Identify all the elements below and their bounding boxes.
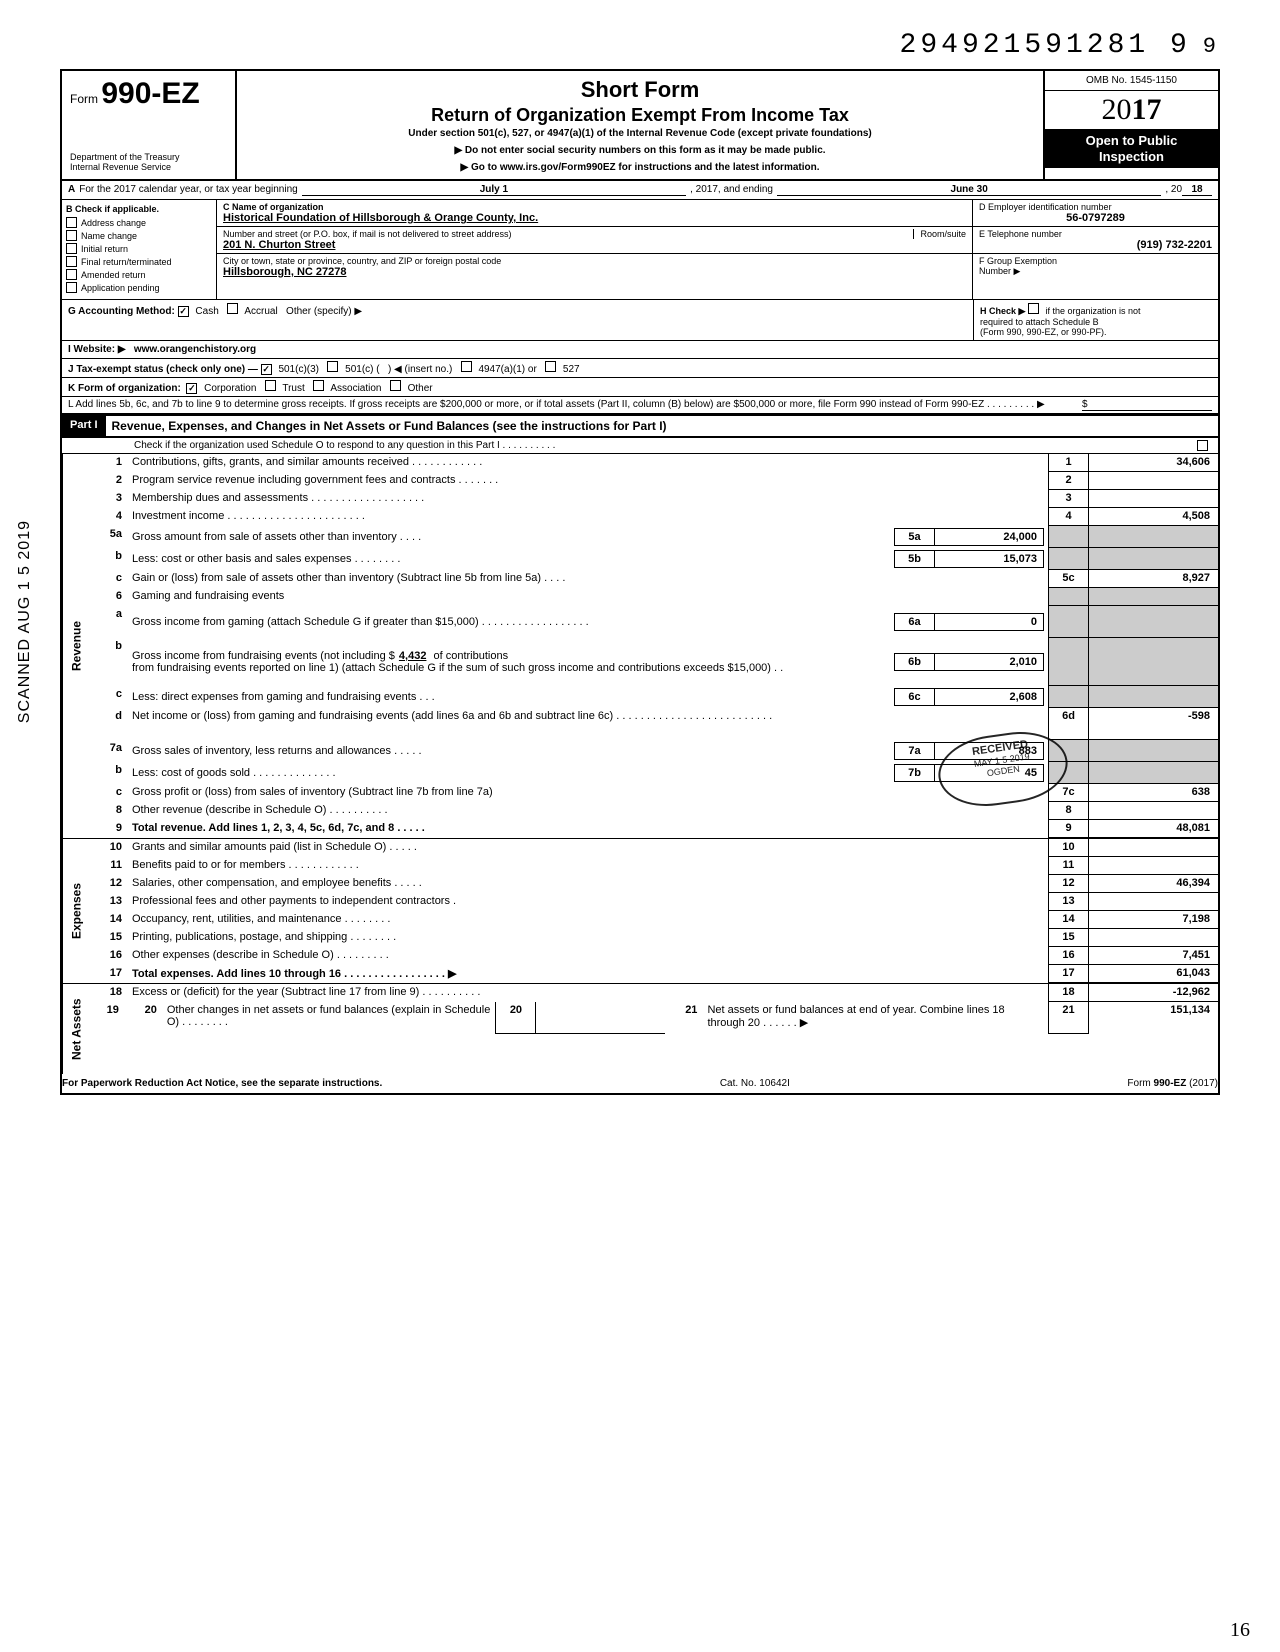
side-net-assets: Net Assets (62, 984, 90, 1074)
tax-year: 2017 (1045, 91, 1218, 129)
chk-cash[interactable] (178, 306, 189, 317)
chk-name-change[interactable] (66, 230, 77, 241)
side-revenue: Revenue (62, 454, 90, 838)
chk-association[interactable] (313, 380, 324, 391)
side-expenses: Expenses (62, 839, 90, 983)
handwritten-page-number: 16 (1230, 1619, 1250, 1642)
chk-501c[interactable] (327, 361, 338, 372)
chk-final-return[interactable] (66, 256, 77, 267)
chk-address-change[interactable] (66, 217, 77, 228)
row-l-gross-receipts: L Add lines 5b, 6c, and 7b to line 9 to … (60, 397, 1220, 415)
chk-initial-return[interactable] (66, 243, 77, 254)
org-city: Hillsborough, NC 27278 (223, 266, 346, 278)
form-title-short: Short Form (247, 77, 1033, 103)
chk-4947[interactable] (461, 361, 472, 372)
chk-trust[interactable] (265, 380, 276, 391)
document-locator-number: 294921591281 99 (60, 30, 1220, 61)
row-a-tax-year: A For the 2017 calendar year, or tax yea… (60, 181, 1220, 200)
chk-amended-return[interactable] (66, 269, 77, 280)
chk-527[interactable] (545, 361, 556, 372)
row-j-exempt-status: J Tax-exempt status (check only one) — 5… (60, 359, 1220, 378)
telephone: (919) 732-2201 (979, 239, 1212, 251)
org-name: Historical Foundation of Hillsborough & … (223, 212, 538, 224)
form-header: Form 990-EZ Department of the TreasuryIn… (60, 69, 1220, 181)
chk-501c3[interactable] (261, 364, 272, 375)
row-i-website: I Website: ▶ www.orangenchistory.org (60, 341, 1220, 359)
col-b-checkboxes: B Check if applicable. Address change Na… (62, 200, 217, 299)
ein: 56-0797289 (979, 212, 1212, 224)
part-1-check: Check if the organization used Schedule … (60, 438, 1220, 454)
chk-corporation[interactable] (186, 383, 197, 394)
part-1-header: Part I Revenue, Expenses, and Changes in… (60, 415, 1220, 438)
org-street: 201 N. Churton Street (223, 239, 335, 251)
chk-schedule-o-part1[interactable] (1197, 440, 1208, 451)
row-k-org-form: K Form of organization: Corporation Trus… (60, 378, 1220, 397)
public-inspection-badge: Open to PublicInspection (1045, 129, 1218, 168)
chk-accrual[interactable] (227, 303, 238, 314)
scanned-stamp: SCANNED AUG 1 5 2019 (16, 520, 34, 723)
page-footer: For Paperwork Reduction Act Notice, see … (62, 1074, 1218, 1093)
row-g-accounting: G Accounting Method: Cash Accrual Other … (60, 300, 1220, 341)
chk-application-pending[interactable] (66, 282, 77, 293)
omb-number: OMB No. 1545-1150 (1045, 71, 1218, 91)
form-title-long: Return of Organization Exempt From Incom… (247, 105, 1033, 126)
chk-schedule-b[interactable] (1028, 303, 1039, 314)
identity-block: B Check if applicable. Address change Na… (60, 200, 1220, 300)
part-1-grid: Revenue 1Contributions, gifts, grants, a… (60, 454, 1220, 1095)
chk-other-org[interactable] (390, 380, 401, 391)
